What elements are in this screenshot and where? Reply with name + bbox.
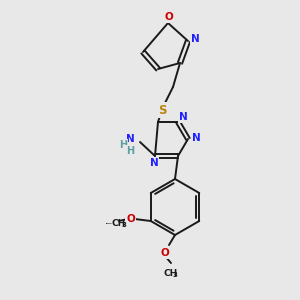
Text: methoxy: methoxy (105, 222, 112, 224)
Text: N: N (192, 133, 200, 143)
Text: N: N (150, 158, 158, 168)
Text: 3: 3 (173, 272, 178, 278)
Text: O: O (160, 248, 169, 258)
Text: H: H (119, 140, 127, 150)
Text: N: N (126, 134, 134, 144)
Text: S: S (158, 103, 166, 116)
Text: H: H (126, 146, 134, 156)
Text: N: N (190, 34, 200, 44)
Text: CH: CH (112, 218, 126, 227)
Text: CH: CH (163, 268, 177, 278)
Text: 3: 3 (122, 222, 127, 228)
Text: N: N (178, 112, 188, 122)
Text: O: O (126, 214, 135, 224)
Text: O: O (165, 12, 173, 22)
